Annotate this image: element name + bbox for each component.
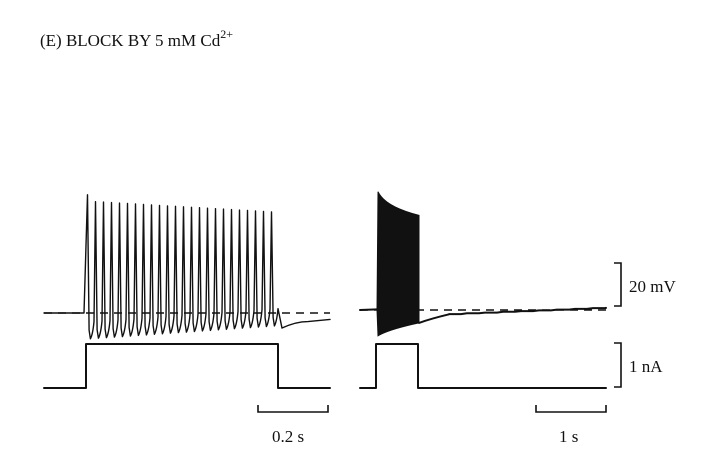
- left-time-scale-bar: [257, 405, 329, 413]
- right-voltage-trace: [359, 306, 607, 324]
- panel-title: (E) BLOCK BY 5 mM Cd2+: [40, 27, 233, 50]
- left-current-step: [43, 343, 331, 389]
- right-spike-burst: [376, 191, 420, 337]
- current-scale-label: 1 nA: [629, 357, 663, 376]
- right-current-step: [359, 343, 607, 389]
- panel-title-text: (E) BLOCK BY 5 mM Cd: [40, 31, 221, 50]
- panel-title-superscript: 2+: [220, 27, 233, 41]
- current-scale-bar: [614, 342, 622, 388]
- voltage-scale-bar: [614, 262, 622, 307]
- left-voltage-trace: [43, 194, 331, 340]
- voltage-scale-label: 20 mV: [629, 277, 676, 296]
- right-time-scale-bar: [535, 405, 607, 413]
- right-time-scale-label: 1 s: [559, 427, 578, 446]
- left-time-scale-label: 0.2 s: [272, 427, 304, 446]
